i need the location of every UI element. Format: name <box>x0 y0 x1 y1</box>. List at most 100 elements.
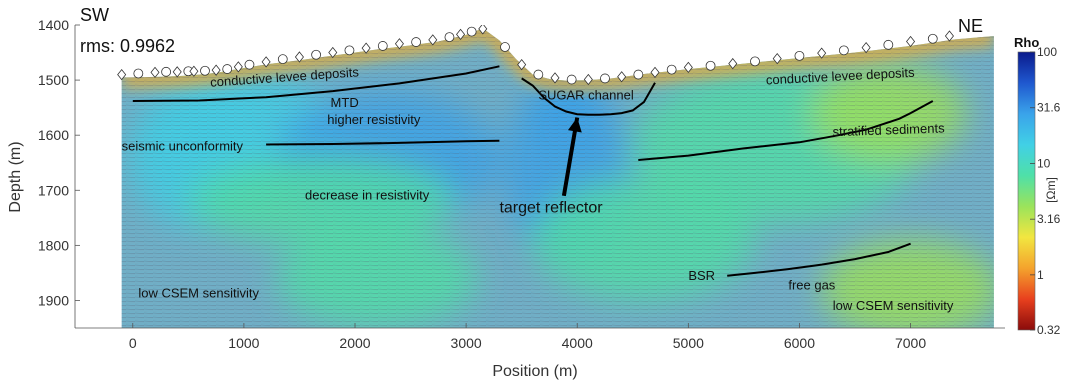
receiver-diamond <box>172 66 182 78</box>
colorbar-tick-label: 31.6 <box>1037 101 1061 115</box>
annotation-label: MTD <box>331 95 359 110</box>
y-tick-label: 1500 <box>38 72 69 88</box>
y-axis-label: Depth (m) <box>7 141 24 212</box>
receiver-circle <box>411 37 422 47</box>
x-tick-label: 7000 <box>895 335 926 351</box>
receiver-diamond <box>261 56 271 68</box>
colorbar <box>1017 51 1036 331</box>
receiver-diamond <box>906 35 916 48</box>
colorbar-unit: [Ωm] <box>1044 177 1058 203</box>
receiver-circle <box>794 50 805 61</box>
y-axis-ticks: 1400 1500 1600 1700 1800 1900 <box>38 17 80 308</box>
receiver-diamond <box>456 28 466 41</box>
receiver-circle <box>344 45 355 56</box>
receiver-diamond <box>517 59 527 71</box>
horizon-line <box>638 100 934 161</box>
colorbar-tick-label: 3.16 <box>1037 212 1061 226</box>
receiver-circle <box>222 64 233 74</box>
receiver-diamond <box>617 71 627 83</box>
receiver-circle <box>838 45 849 56</box>
receiver-diamond <box>189 65 199 77</box>
y-tick-label: 1800 <box>38 237 69 253</box>
colorbar-ticks: 100 31.6 10 3.16 1 0.32 <box>1030 45 1061 337</box>
receiver-circle <box>750 56 760 67</box>
receiver-circle <box>161 66 172 77</box>
receiver-diamond <box>817 47 827 59</box>
receiver-circle <box>466 26 477 37</box>
annotation-label: seismic unconformity <box>122 139 244 154</box>
receiver-circle <box>200 65 210 76</box>
x-axis-ticks: 0 1000 2000 3000 4000 5000 6000 7000 <box>129 323 926 351</box>
receiver-diamond <box>328 46 338 59</box>
annotation-label: low CSEM sensitivity <box>833 298 954 313</box>
y-tick-label: 1400 <box>38 17 69 33</box>
horizon-line <box>521 77 656 116</box>
ne-label: NE <box>958 16 983 36</box>
receiver-circle <box>377 41 388 51</box>
receiver-circle <box>600 73 610 84</box>
receiver-diamond <box>728 57 738 70</box>
receiver-diamond <box>650 66 660 79</box>
annotation-label: SUGAR channel <box>538 87 633 102</box>
horizon-line <box>727 242 911 277</box>
receiver-circle <box>705 60 716 71</box>
annotation-label: free gas <box>788 277 835 292</box>
annotation-label: higher resistivity <box>327 112 421 127</box>
receiver-circle <box>883 39 894 50</box>
annotation-label: stratified sediments <box>832 120 945 139</box>
x-tick-label: 3000 <box>451 335 482 351</box>
x-tick-label: 0 <box>129 335 137 351</box>
x-tick-label: 6000 <box>784 335 815 351</box>
x-tick-label: 5000 <box>673 335 704 351</box>
colorbar-tick-label: 100 <box>1037 45 1057 59</box>
x-axis-label: Position (m) <box>492 363 577 380</box>
receiver-diamond <box>150 66 160 79</box>
receiver-circle <box>444 32 455 43</box>
receiver-circle <box>927 33 938 44</box>
receiver-circle <box>311 49 322 60</box>
receiver-diamond <box>944 30 954 42</box>
annotation-label: target reflector <box>499 199 603 216</box>
horizon-line <box>132 65 500 102</box>
annotation-label: low CSEM sensitivity <box>138 286 259 301</box>
colorbar-tick-label: 10 <box>1037 156 1051 170</box>
receiver-circle <box>133 68 144 79</box>
receiver-diamond <box>233 61 243 73</box>
x-tick-label: 1000 <box>228 335 259 351</box>
receiver-markers <box>117 25 954 86</box>
receiver-diamond <box>117 68 127 81</box>
receiver-circle <box>666 64 677 75</box>
receiver-diamond <box>361 42 371 54</box>
target-reflector-arrowhead <box>567 117 582 133</box>
receiver-diamond <box>394 38 404 50</box>
receiver-diamond <box>583 73 593 86</box>
receiver-diamond <box>294 51 304 63</box>
x-tick-label: 2000 <box>339 335 370 351</box>
annotation-label: decrease in resistivity <box>305 188 430 203</box>
colorbar-tick-label: 1 <box>1037 268 1044 282</box>
interpreted-horizons <box>132 65 934 277</box>
receiver-circle <box>633 69 644 80</box>
receiver-diamond <box>428 34 438 46</box>
receiver-diamond <box>861 41 871 54</box>
horizon-line <box>266 139 500 146</box>
y-tick-label: 1900 <box>38 292 69 308</box>
colorbar-title: Rho <box>1014 35 1039 50</box>
rms-label: rms: 0.9962 <box>80 36 175 56</box>
receiver-diamond <box>683 61 693 74</box>
receiver-diamond <box>772 52 782 65</box>
colorbar-tick-label: 0.32 <box>1037 323 1061 337</box>
y-tick-label: 1600 <box>38 127 69 143</box>
sw-label: SW <box>80 5 109 25</box>
y-tick-label: 1700 <box>38 182 69 198</box>
receiver-diamond <box>211 64 221 76</box>
receiver-diamond <box>550 72 560 84</box>
receiver-circle <box>500 42 510 52</box>
receiver-circle <box>533 69 544 80</box>
x-tick-label: 4000 <box>562 335 593 351</box>
annotation-label: BSR <box>688 268 715 283</box>
receiver-circle <box>277 54 288 65</box>
receiver-circle <box>566 74 577 85</box>
receiver-circle <box>244 59 255 70</box>
